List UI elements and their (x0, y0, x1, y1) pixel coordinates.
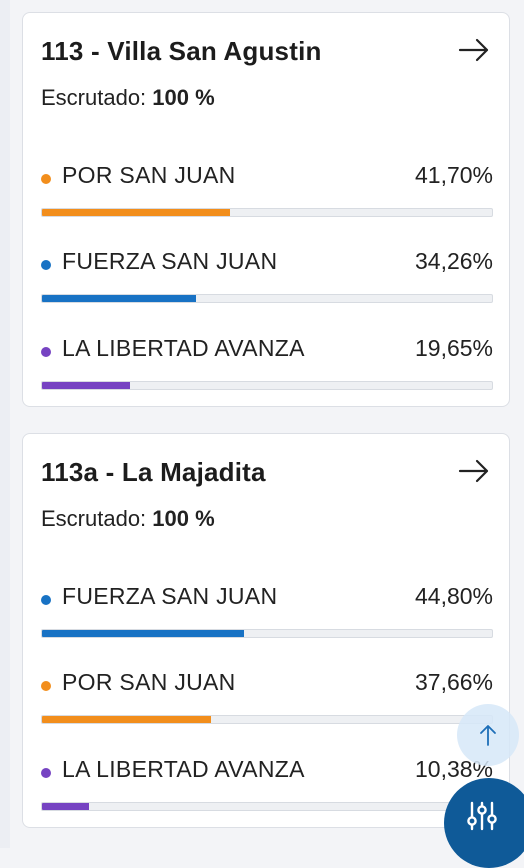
party-color-dot (41, 260, 51, 270)
progress-fill (42, 803, 89, 810)
precinct-title: 113a - La Majadita (41, 457, 266, 487)
arrow-right-icon (458, 459, 489, 483)
party-percentage: 37,66% (414, 669, 493, 695)
result-row: POR SAN JUAN 41,70% (41, 162, 493, 222)
party-name: POR SAN JUAN (62, 162, 236, 188)
progress-track (41, 208, 493, 217)
progress-track (41, 715, 493, 724)
party-name: POR SAN JUAN (62, 669, 236, 695)
party-name: FUERZA SAN JUAN (62, 248, 278, 274)
party-color-dot (41, 347, 51, 357)
precinct-title: 113 - Villa San Agustin (41, 36, 322, 66)
party-name: LA LIBERTAD AVANZA (62, 756, 305, 782)
arrow-right-icon (458, 38, 489, 62)
party-name: LA LIBERTAD AVANZA (62, 335, 305, 361)
scrutiny-value: 100 % (152, 85, 215, 110)
scroll-top-button[interactable] (457, 704, 519, 766)
party-color-dot (41, 174, 51, 184)
precinct-card[interactable]: 113 - Villa San Agustin Escrutado: 100 %… (22, 12, 510, 407)
party-color-dot (41, 681, 51, 691)
open-precinct-button[interactable] (457, 35, 491, 65)
progress-track (41, 294, 493, 303)
result-row: LA LIBERTAD AVANZA 10,38% (41, 756, 493, 816)
progress-fill (42, 716, 212, 723)
result-row: POR SAN JUAN 37,66% (41, 669, 493, 729)
result-row: LA LIBERTAD AVANZA 19,65% (41, 335, 493, 395)
result-row: FUERZA SAN JUAN 44,80% (41, 583, 493, 643)
progress-track (41, 381, 493, 390)
party-name: FUERZA SAN JUAN (62, 583, 278, 609)
party-color-dot (41, 768, 51, 778)
progress-track (41, 629, 493, 638)
scrutiny-status: Escrutado: 100 % (41, 506, 215, 532)
progress-fill (42, 209, 230, 216)
scrutiny-label: Escrutado: (41, 85, 147, 110)
arrow-up-icon (480, 725, 496, 746)
party-percentage: 19,65% (414, 335, 493, 361)
party-color-dot (41, 595, 51, 605)
progress-fill (42, 630, 244, 637)
party-percentage: 41,70% (414, 162, 493, 188)
filter-button[interactable] (444, 778, 524, 868)
scrutiny-label: Escrutado: (41, 506, 147, 531)
open-precinct-button[interactable] (457, 456, 491, 486)
page-left-edge (0, 0, 10, 848)
progress-fill (42, 295, 197, 302)
scrutiny-status: Escrutado: 100 % (41, 85, 215, 111)
progress-track (41, 802, 493, 811)
progress-fill (42, 382, 131, 389)
result-row: FUERZA SAN JUAN 34,26% (41, 248, 493, 308)
precinct-card[interactable]: 113a - La Majadita Escrutado: 100 % FUER… (22, 433, 510, 828)
sliders-icon (467, 801, 497, 831)
party-percentage: 44,80% (414, 583, 493, 609)
scrutiny-value: 100 % (152, 506, 215, 531)
party-percentage: 34,26% (414, 248, 493, 274)
